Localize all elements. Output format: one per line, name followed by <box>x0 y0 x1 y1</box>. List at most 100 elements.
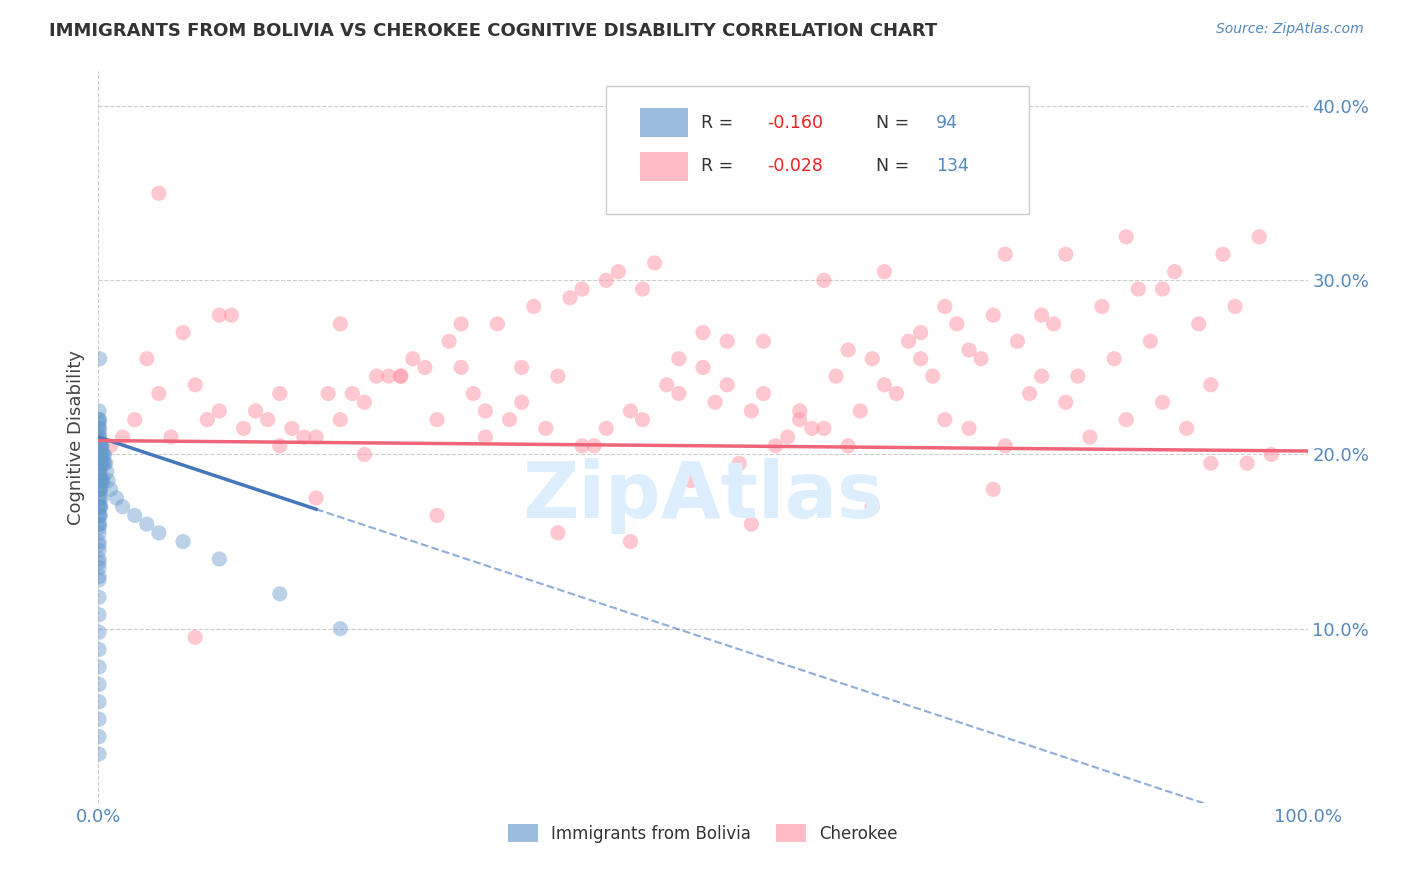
Point <box>87 416 110 430</box>
Point <box>752 334 775 349</box>
Point <box>957 421 980 435</box>
Point <box>813 273 835 287</box>
Point <box>716 377 738 392</box>
Legend: Immigrants from Bolivia, Cherokee: Immigrants from Bolivia, Cherokee <box>502 818 904 849</box>
Point <box>595 421 617 435</box>
Point <box>305 430 328 444</box>
Point <box>91 448 114 462</box>
Text: R =: R = <box>700 158 738 176</box>
Point <box>87 538 110 552</box>
Point <box>389 369 412 384</box>
Point <box>124 412 146 426</box>
Text: R =: R = <box>700 113 738 131</box>
Point <box>402 351 425 366</box>
Point <box>619 404 641 418</box>
Point <box>96 465 118 479</box>
Point <box>413 360 436 375</box>
Point <box>87 474 110 488</box>
Point <box>269 439 291 453</box>
Point <box>87 465 110 479</box>
Point <box>89 448 111 462</box>
Point <box>208 404 231 418</box>
Point <box>292 430 315 444</box>
Point <box>342 386 364 401</box>
Point <box>353 448 375 462</box>
Point <box>534 421 557 435</box>
Point <box>172 534 194 549</box>
Point <box>89 474 111 488</box>
Point <box>172 326 194 340</box>
Text: ZipAtlas: ZipAtlas <box>523 458 883 533</box>
Point <box>89 412 111 426</box>
Point <box>256 412 278 426</box>
Point <box>232 421 254 435</box>
Point <box>825 369 848 384</box>
Point <box>800 421 823 435</box>
Point <box>619 534 641 549</box>
Point <box>87 430 110 444</box>
Point <box>87 421 110 435</box>
Point <box>87 456 110 470</box>
Point <box>1042 317 1064 331</box>
Point <box>946 317 969 331</box>
Point <box>135 517 157 532</box>
Point <box>91 448 114 462</box>
Point <box>91 474 114 488</box>
Point <box>1054 247 1077 261</box>
Point <box>450 360 472 375</box>
Point <box>450 317 472 331</box>
Point <box>87 483 110 497</box>
Point <box>437 334 460 349</box>
Point <box>148 525 170 540</box>
Point <box>89 351 111 366</box>
Point <box>377 369 399 384</box>
Point <box>789 412 811 426</box>
Point <box>87 534 110 549</box>
Point <box>510 360 533 375</box>
Text: 94: 94 <box>936 113 959 131</box>
Point <box>111 430 134 444</box>
Point <box>91 474 114 488</box>
Point <box>1152 282 1174 296</box>
Point <box>89 439 111 453</box>
Point <box>1223 300 1246 314</box>
Point <box>474 404 496 418</box>
Point <box>124 508 146 523</box>
Point <box>89 465 111 479</box>
Point <box>160 430 183 444</box>
Point <box>87 607 110 622</box>
Point <box>957 343 980 357</box>
Point <box>692 326 714 340</box>
Point <box>87 461 110 475</box>
Point <box>90 448 112 462</box>
Point <box>389 369 412 384</box>
Point <box>148 386 170 401</box>
Point <box>100 439 122 453</box>
Point <box>87 525 110 540</box>
Text: N =: N = <box>876 158 915 176</box>
Point <box>87 591 110 605</box>
Point <box>87 412 110 426</box>
Point <box>1054 395 1077 409</box>
Point <box>100 483 122 497</box>
Point <box>91 456 114 470</box>
Point <box>655 377 678 392</box>
Point <box>89 456 111 470</box>
Point <box>87 712 110 726</box>
Point <box>571 282 593 296</box>
Point <box>208 552 231 566</box>
Point <box>93 448 115 462</box>
Point <box>87 677 110 691</box>
Point <box>90 456 112 470</box>
Point <box>89 421 111 435</box>
Point <box>366 369 388 384</box>
Point <box>89 448 111 462</box>
Point <box>89 439 111 453</box>
Text: IMMIGRANTS FROM BOLIVIA VS CHEROKEE COGNITIVE DISABILITY CORRELATION CHART: IMMIGRANTS FROM BOLIVIA VS CHEROKEE COGN… <box>49 22 938 40</box>
Point <box>135 351 157 366</box>
Point <box>1067 369 1090 384</box>
Text: -0.160: -0.160 <box>768 113 823 131</box>
Point <box>1018 386 1040 401</box>
Point <box>91 439 114 453</box>
Y-axis label: Cognitive Disability: Cognitive Disability <box>66 350 84 524</box>
